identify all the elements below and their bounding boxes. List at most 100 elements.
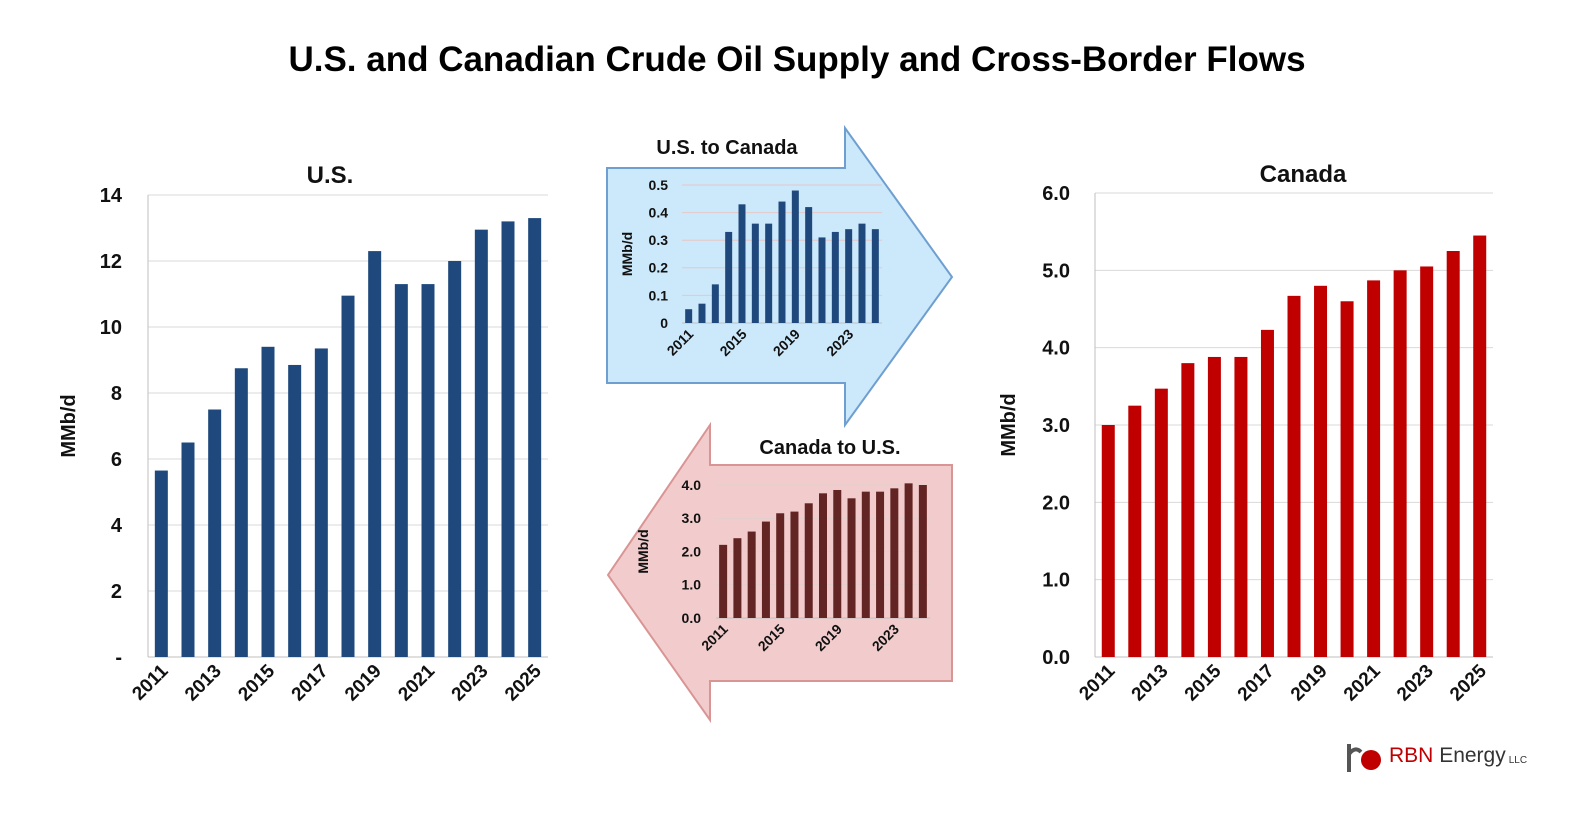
canada-bar-2025 (1473, 235, 1487, 658)
us-y-tick-label: 2 (111, 581, 122, 603)
us_to_canada-bar-2014 (725, 231, 733, 323)
us-x-tick-label: 2019 (341, 661, 386, 706)
us-bar-2016 (288, 364, 302, 657)
canada-x-tick-label: 2019 (1287, 661, 1332, 706)
canada_to_us-bar-2014 (761, 521, 770, 618)
us_to_canada-bar-2023 (845, 229, 853, 323)
us-x-tick-label: 2025 (501, 660, 546, 705)
us-bar-2019 (368, 251, 382, 657)
figure-title: U.S. and Canadian Crude Oil Supply and C… (288, 40, 1306, 79)
us-y-tick-label: 8 (111, 383, 122, 405)
us_to_canada-bar-2025 (871, 229, 879, 323)
canada_to_us-bar-2015 (776, 513, 785, 618)
rbn-energy-logo: RBN Energy LLC (1345, 738, 1527, 774)
canada_to_us-bar-2020 (847, 498, 856, 618)
us_to_canada-bar-2016 (751, 223, 759, 323)
us_to_canada-bar-2011 (685, 309, 693, 323)
canada-bar-2022 (1393, 270, 1407, 657)
us_to_canada-bar-2015 (738, 204, 746, 323)
canada-x-tick-label: 2023 (1393, 661, 1438, 706)
canada_to_us-bar-2022 (876, 491, 885, 618)
us-bar-2012 (181, 442, 195, 657)
canada_to_us-bar-2021 (861, 491, 870, 618)
us-y-tick-label: 12 (100, 251, 122, 273)
canada_to_us-y-tick-label: 0.0 (682, 610, 702, 626)
us-bar-2015 (261, 346, 275, 657)
canada_to_us-bar-2013 (747, 531, 756, 618)
logo-mark-icon (1347, 744, 1381, 772)
logo-name: Energy (1439, 744, 1506, 767)
canada-bar-2014 (1181, 363, 1195, 657)
canada_to_us-y-tick-label: 4.0 (682, 477, 702, 493)
canada-bar-2021 (1367, 280, 1381, 657)
canada_to_us-bar-2023 (890, 488, 899, 618)
canada_to_us-y-tick-label: 2.0 (682, 543, 702, 559)
us-y-tick-label: 10 (100, 317, 122, 339)
canada-bar-2018 (1287, 295, 1301, 657)
us-x-tick-label: 2017 (288, 661, 333, 706)
logo-suffix: LLC (1508, 754, 1528, 766)
canada-y-tick-label: 3.0 (1042, 415, 1070, 437)
us_to_canada-y-tick-label: 0.1 (649, 287, 669, 303)
canada-y-tick-label: 6.0 (1042, 183, 1070, 205)
us_to_canada-y-tick-label: 0 (660, 315, 668, 331)
us-bar-2022 (448, 261, 462, 657)
canada_to_us-bar-2018 (819, 493, 827, 618)
us_to_canada-y-tick-label: 0.4 (649, 205, 669, 221)
us-x-tick-label: 2015 (234, 660, 279, 705)
us-bar-2018 (341, 295, 355, 657)
us_to_canada-bar-2013 (711, 284, 719, 323)
us_to_canada-bar-2017 (765, 223, 773, 323)
us_to_canada-bar-2019 (791, 190, 799, 323)
canada-y-tick-label: 4.0 (1042, 338, 1070, 360)
us_to_canada-y-tick-label: 0.2 (649, 260, 669, 276)
canada_to_us-bar-2019 (833, 489, 842, 618)
us-bar-2014 (234, 368, 248, 657)
us_to_canada-title: U.S. to Canada (656, 137, 798, 159)
us_to_canada-y-tick-label: 0.3 (649, 232, 669, 248)
us-y-axis-label: MMb/d (58, 394, 80, 457)
us-x-tick-label: 2013 (181, 661, 226, 706)
canada_to_us-title: Canada to U.S. (759, 437, 900, 459)
canada-y-axis-label: MMb/d (998, 393, 1020, 456)
us-title: U.S. (307, 162, 354, 189)
canada-x-tick-label: 2021 (1340, 660, 1385, 705)
us-bar-2020 (394, 284, 408, 657)
us-y-tick-label: 14 (100, 185, 123, 207)
canada-bar-2019 (1314, 285, 1328, 657)
canada-y-tick-label: 1.0 (1042, 570, 1070, 592)
canada-x-tick-label: 2015 (1181, 660, 1226, 705)
us-bar-2017 (314, 348, 328, 657)
canada-bar-2016 (1234, 356, 1248, 657)
us_to_canada-y-tick-label: 0.5 (649, 177, 669, 193)
us_to_canada-bar-2021 (818, 237, 826, 323)
us-y-tick-label: - (115, 647, 122, 669)
us_to_canada-y-axis-label: MMb/d (619, 232, 635, 276)
us-bar-2021 (421, 284, 435, 657)
canada-x-tick-label: 2025 (1446, 660, 1491, 705)
canada-bar-2017 (1260, 329, 1274, 657)
us-x-tick-label: 2021 (394, 660, 439, 705)
us-y-tick-label: 4 (111, 515, 123, 537)
canada-x-tick-label: 2017 (1234, 661, 1279, 706)
canada_to_us-bar-2017 (804, 503, 813, 618)
us_to_canada-bar-2020 (805, 207, 813, 323)
canada-x-tick-label: 2011 (1075, 660, 1119, 704)
us-y-tick-label: 6 (111, 449, 122, 471)
canada_to_us-bar-2012 (733, 538, 742, 618)
canada-y-tick-label: 0.0 (1042, 647, 1070, 669)
canada-bar-2011 (1101, 425, 1115, 657)
us-bar-2025 (528, 218, 542, 657)
canada-x-tick-label: 2013 (1128, 661, 1173, 706)
us-x-tick-label: 2023 (448, 661, 493, 706)
us-bar-2024 (501, 221, 515, 657)
canada_to_us-bar-2025 (918, 485, 927, 618)
canada-bar-2020 (1340, 301, 1354, 657)
canada_to_us-y-tick-label: 1.0 (682, 577, 702, 593)
canada-bar-2015 (1207, 356, 1221, 657)
canada-bar-2024 (1446, 251, 1460, 657)
us_to_canada-bar-2018 (778, 201, 786, 323)
us_to_canada-bar-2012 (698, 303, 706, 323)
